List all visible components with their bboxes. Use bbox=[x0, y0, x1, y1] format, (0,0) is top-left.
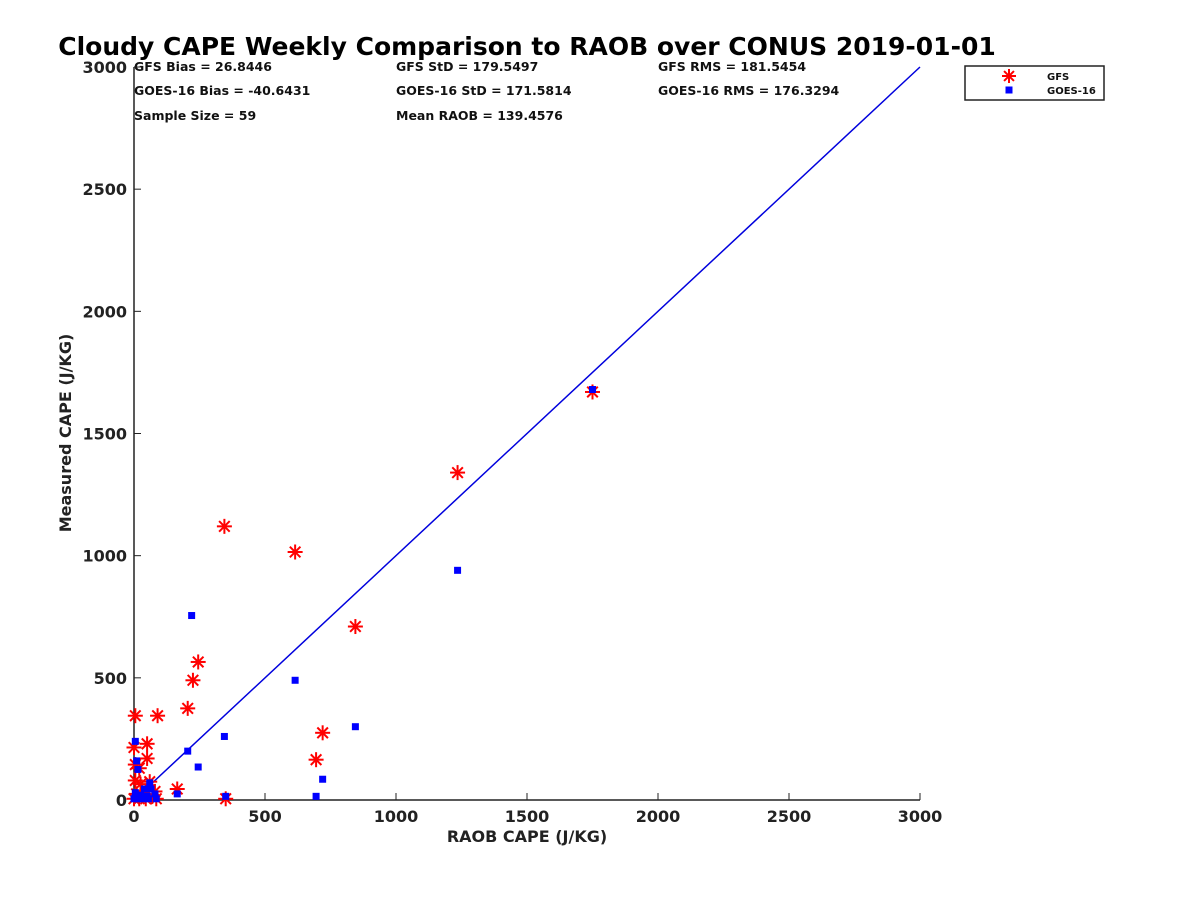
goes16-point bbox=[188, 612, 196, 620]
chart-title: Cloudy CAPE Weekly Comparison to RAOB ov… bbox=[58, 32, 996, 61]
goes16-point bbox=[151, 790, 159, 798]
gfs-point bbox=[185, 672, 201, 688]
stat-text: GFS Bias = 26.8446 bbox=[134, 59, 272, 74]
goes16-point bbox=[140, 785, 148, 793]
goes16-series bbox=[130, 386, 596, 803]
goes16-point bbox=[131, 737, 139, 745]
x-tick-label: 0 bbox=[128, 807, 139, 826]
legend-label: GOES-16 bbox=[1047, 86, 1096, 97]
goes16-point bbox=[131, 789, 139, 797]
goes16-point bbox=[147, 785, 155, 793]
x-tick-label: 3000 bbox=[898, 807, 943, 826]
gfs-point bbox=[139, 736, 155, 752]
y-tick-label: 500 bbox=[94, 669, 127, 688]
goes16-point bbox=[194, 763, 202, 771]
gfs-point bbox=[315, 725, 331, 741]
statistics-block: GFS Bias = 26.8446 GFS StD = 179.5497 GFS … bbox=[134, 59, 840, 123]
y-tick-label: 1500 bbox=[82, 425, 127, 444]
y-axis-label: Measured CAPE (J/KG) bbox=[56, 334, 75, 533]
y-tick-label: 1000 bbox=[82, 547, 127, 566]
y-tick-label: 2000 bbox=[82, 302, 127, 321]
gfs-series bbox=[126, 384, 600, 807]
x-tick-label: 1500 bbox=[505, 807, 550, 826]
y-tick-label: 2500 bbox=[82, 180, 127, 199]
goes16-point bbox=[173, 790, 181, 798]
goes16-point bbox=[319, 775, 327, 783]
one-to-one-line bbox=[133, 66, 921, 801]
gfs-point bbox=[450, 465, 466, 481]
goes16-point bbox=[184, 747, 192, 755]
y-tick-label: 3000 bbox=[82, 58, 127, 77]
goes16-point bbox=[133, 757, 141, 765]
gfs-point bbox=[127, 708, 143, 724]
stat-text: GOES-16 RMS = 176.3294 bbox=[658, 83, 840, 98]
gfs-point bbox=[347, 619, 363, 635]
axes: 0 500 1000 1500 2000 2500 3000 0 500 1000 1500 2000… bbox=[82, 58, 942, 826]
stat-text: GFS StD = 179.5497 bbox=[396, 59, 538, 74]
stat-text: Mean RAOB = 139.4576 bbox=[396, 108, 563, 123]
goes16-point bbox=[133, 794, 141, 802]
stat-text: GFS RMS = 181.5454 bbox=[658, 59, 806, 74]
goes16-point bbox=[138, 793, 146, 801]
gfs-point bbox=[150, 708, 166, 724]
goes16-point bbox=[312, 792, 320, 800]
stat-text: GOES-16 Bias = -40.6431 bbox=[134, 83, 310, 98]
gfs-point bbox=[216, 518, 232, 534]
x-tick-label: 2500 bbox=[767, 807, 812, 826]
gfs-point bbox=[180, 700, 196, 716]
x-tick-label: 1000 bbox=[374, 807, 419, 826]
goes16-point bbox=[589, 386, 596, 394]
plot-area bbox=[126, 66, 921, 807]
gfs-point bbox=[287, 544, 303, 560]
stat-text: Sample Size = 59 bbox=[134, 108, 256, 123]
x-tick-label: 2000 bbox=[636, 807, 681, 826]
goes16-point bbox=[220, 732, 228, 740]
x-axis-label: RAOB CAPE (J/KG) bbox=[447, 827, 607, 846]
gfs-point bbox=[308, 752, 324, 768]
legend-box bbox=[964, 65, 1105, 101]
goes16-point bbox=[222, 792, 230, 800]
goes16-point bbox=[291, 676, 299, 684]
goes16-point bbox=[134, 765, 142, 773]
goes16-point bbox=[351, 723, 359, 731]
x-tick-label: 500 bbox=[248, 807, 281, 826]
y-tick-label: 0 bbox=[116, 791, 127, 810]
gfs-point bbox=[139, 750, 155, 766]
goes16-point bbox=[144, 795, 152, 803]
goes16-point bbox=[152, 795, 160, 803]
stat-text: GOES-16 StD = 171.5814 bbox=[396, 83, 572, 98]
legend-label: GFS bbox=[1047, 72, 1069, 83]
goes16-point bbox=[454, 566, 462, 574]
legend-gfs-marker bbox=[1002, 69, 1016, 83]
gfs-point bbox=[190, 654, 206, 670]
legend: GFS GOES-16 bbox=[964, 65, 1105, 101]
goes16-point bbox=[146, 779, 154, 787]
legend-goes16-marker bbox=[1005, 86, 1013, 94]
